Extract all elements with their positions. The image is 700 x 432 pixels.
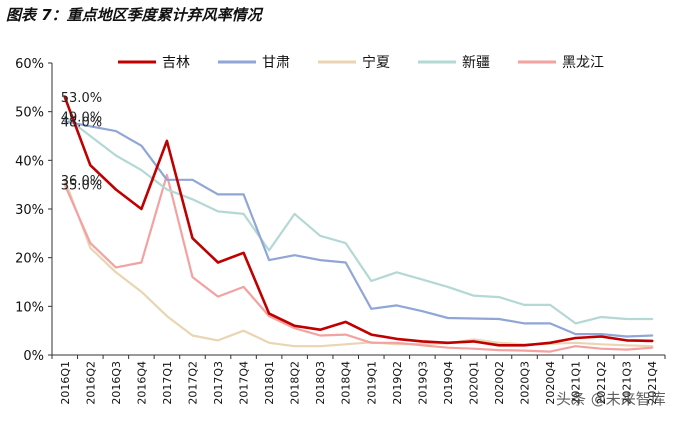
series-layer: [63, 95, 654, 353]
x-tick-label: 2020Q1: [467, 361, 480, 405]
x-tick-label: 2020Q3: [519, 361, 532, 405]
legend-label: 黑龙江: [562, 55, 604, 71]
x-tick-label: 2016Q4: [135, 361, 148, 405]
legend-label: 甘肃: [262, 55, 290, 71]
x-tick-label: 2018Q3: [314, 361, 327, 405]
y-tick-label: 0%: [23, 349, 44, 364]
chart-axes: 0% 10% 20% 30% 40% 50% 60% 2016Q1 2016Q2 2016Q3 20…: [15, 57, 666, 405]
x-tick-label: 2018Q4: [340, 361, 353, 405]
y-tick-label: 10%: [15, 300, 44, 315]
y-tick-label: 60%: [15, 57, 44, 72]
x-tick-label: 2021Q1: [570, 361, 583, 405]
legend-label: 吉林: [162, 55, 190, 71]
x-tick-label: 2017Q4: [238, 361, 251, 405]
series-line-新疆: [63, 115, 654, 325]
legend-label: 宁夏: [362, 54, 390, 71]
legend: 吉林 甘肃 宁夏 新疆 黑龙江: [118, 54, 604, 71]
data-label: 48.0%: [61, 115, 102, 130]
x-tick-label: 2016Q1: [59, 361, 72, 405]
x-tick-label: 2021Q2: [595, 361, 608, 405]
chart-title: 图表 7：重点地区季度累计弃风率情况: [6, 6, 262, 24]
series-line-黑龙江: [63, 173, 654, 353]
x-tick-label: 2020Q4: [544, 361, 557, 405]
series-line-甘肃: [63, 120, 654, 338]
x-tick-label: 2016Q2: [84, 361, 97, 405]
x-tick-label: 2016Q3: [110, 361, 123, 405]
y-tick-label: 30%: [15, 203, 44, 218]
data-label: 53.0%: [61, 91, 102, 106]
series-line-吉林: [63, 95, 654, 347]
x-tick-label: 2017Q1: [161, 361, 174, 405]
x-tick-label: 2020Q2: [493, 361, 506, 405]
x-tick-label: 2021Q4: [646, 361, 659, 405]
x-tick-label: 2019Q2: [391, 361, 404, 405]
legend-label: 新疆: [462, 55, 490, 71]
x-tick-label: 2019Q1: [365, 361, 378, 405]
x-tick-label: 2017Q3: [212, 361, 225, 405]
y-tick-label: 40%: [15, 154, 44, 169]
data-label: 35.0%: [61, 179, 102, 194]
data-label: 49.0%: [61, 111, 102, 126]
data-label: 36.0%: [61, 174, 102, 189]
y-tick-label: 50%: [15, 106, 44, 121]
x-tick-label: 2019Q3: [416, 361, 429, 405]
x-tick-label: 2021Q3: [621, 361, 634, 405]
x-tick-label: 2018Q1: [263, 361, 276, 405]
x-tick-label: 2017Q2: [186, 361, 199, 405]
series-line-宁夏: [63, 178, 654, 348]
y-tick-label: 20%: [15, 252, 44, 267]
x-tick-label: 2019Q4: [442, 361, 455, 405]
watermark: 头条 @未来智库: [556, 390, 666, 408]
annotation-layer: 53.0% 49.0%48.0% 36.0%35.0%: [61, 91, 102, 194]
x-tick-label: 2018Q2: [289, 361, 302, 405]
